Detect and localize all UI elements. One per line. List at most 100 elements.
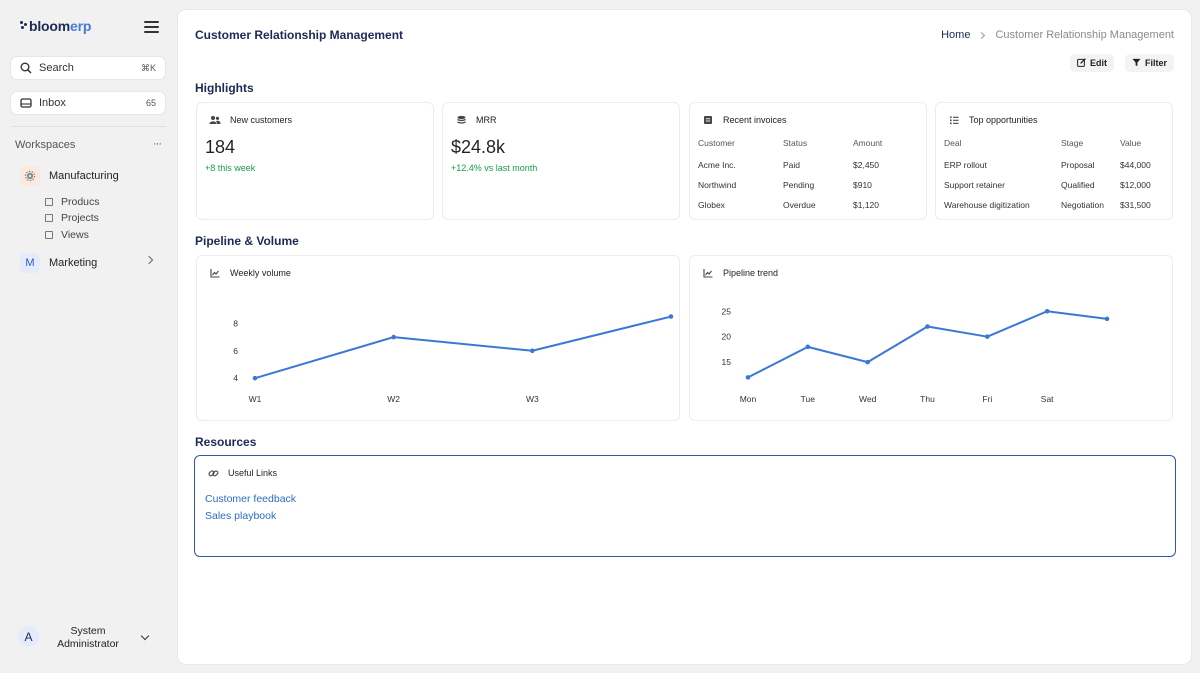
card-header: Pipeline trend xyxy=(702,267,778,279)
chevron-right-icon[interactable] xyxy=(144,255,154,265)
data-point xyxy=(1044,308,1050,314)
filter-icon xyxy=(1132,58,1141,69)
card-header: Weekly volume xyxy=(209,267,291,279)
column-header: Amount xyxy=(853,138,883,148)
search-button[interactable]: Search ⌘K xyxy=(11,57,165,79)
chevron-down-icon[interactable] xyxy=(140,631,150,641)
x-tick-label: Wed xyxy=(859,394,877,404)
y-tick-label: 6 xyxy=(233,346,238,356)
sidebar-subitem-label: Producs xyxy=(61,196,100,208)
sidebar-subitem-views[interactable]: Views xyxy=(45,229,89,241)
sidebar-subitem-producs[interactable]: Producs xyxy=(45,196,100,208)
user-name: System Administrator xyxy=(57,625,119,650)
table-row[interactable]: Northwind Pending $910 xyxy=(698,175,913,195)
table-header-row: Deal Stage Value xyxy=(944,137,1170,149)
x-tick-label: W3 xyxy=(526,394,539,404)
y-tick-label: 15 xyxy=(722,357,732,367)
data-point xyxy=(745,375,751,380)
opportunities-table: Deal Stage Value ERP rollout Proposal $4… xyxy=(944,137,1170,215)
link-customer-feedback[interactable]: Customer feedback xyxy=(205,493,297,505)
table-cell: $12,000 xyxy=(1120,180,1151,190)
sidebar-subitem-label: Projects xyxy=(61,212,99,224)
table-row[interactable]: Support retainer Qualified $12,000 xyxy=(944,175,1170,195)
page-title: Customer Relationship Management xyxy=(195,28,404,42)
invoice-icon xyxy=(702,114,714,126)
table-cell: $31,500 xyxy=(1120,200,1151,210)
inbox-button[interactable]: Inbox 65 xyxy=(11,92,165,114)
invoices-table: Customer Status Amount Acme Inc. Paid $2… xyxy=(698,137,913,215)
x-tick-label: Thu xyxy=(920,394,935,404)
section-title-resources: Resources xyxy=(195,435,257,449)
data-point xyxy=(530,348,535,354)
y-tick-label: 8 xyxy=(233,318,238,328)
search-label: Search xyxy=(39,62,74,74)
table-row[interactable]: ERP rollout Proposal $44,000 xyxy=(944,155,1170,175)
column-header: Value xyxy=(1120,138,1142,148)
filter-label: Filter xyxy=(1145,58,1168,68)
card-new-customers: New customers 184 +8 this week xyxy=(196,102,434,220)
logo-dots-icon xyxy=(20,21,28,31)
pipeline-trend-chart: 15 20 25 Mon Tue Wed Thu Fri Sat xyxy=(722,306,1110,404)
card-title: Top opportunities xyxy=(969,115,1038,125)
kpi-delta: +12.4% vs last month xyxy=(451,163,538,173)
table-cell: Support retainer xyxy=(944,180,1005,190)
breadcrumb-current: Customer Relationship Management xyxy=(995,29,1174,41)
sidebar: bloom erp Search ⌘K Inbox 65 Workspaces ·… xyxy=(0,0,177,673)
links-list: Customer feedback Sales playbook xyxy=(205,491,296,525)
table-cell: $1,120 xyxy=(853,200,879,210)
chart-title: Pipeline trend xyxy=(723,268,779,278)
sidebar-item-label: Marketing xyxy=(49,257,98,269)
sidebar-subitem-projects[interactable]: Projects xyxy=(45,212,99,224)
edit-button[interactable]: Edit xyxy=(1070,54,1114,72)
edit-icon xyxy=(1077,57,1086,69)
card-top-opportunities: Top opportunities Deal Stage Value ERP r… xyxy=(935,102,1173,220)
x-tick-label: W2 xyxy=(387,394,400,404)
table-row[interactable]: Acme Inc. Paid $2,450 xyxy=(698,155,913,175)
card-header: Useful Links xyxy=(207,467,277,479)
logo-accent-text: erp xyxy=(70,18,92,34)
hourglass-icon xyxy=(45,214,53,222)
link-sales-playbook[interactable]: Sales playbook xyxy=(205,510,277,522)
data-point xyxy=(391,334,396,340)
sidebar-item-manufacturing[interactable]: Manufacturing xyxy=(20,166,119,186)
table-row[interactable]: Warehouse digitization Negotiation $31,5… xyxy=(944,195,1170,215)
logo-text: bloom xyxy=(29,18,70,34)
inbox-icon xyxy=(20,97,32,109)
data-point xyxy=(805,344,811,350)
card-title: Recent invoices xyxy=(723,115,787,125)
table-cell: Pending xyxy=(783,180,815,190)
sidebar-subitem-label: Views xyxy=(61,229,89,241)
app-logo[interactable]: bloom erp xyxy=(20,18,91,34)
data-point xyxy=(668,314,674,319)
user-menu[interactable]: A System Administrator xyxy=(18,625,119,650)
breadcrumb-home[interactable]: Home xyxy=(941,29,971,41)
card-pipeline-trend: Pipeline trend 15 20 25 Mon Tue Wed Thu Fri Sat xyxy=(689,255,1173,421)
sidebar-item-marketing[interactable]: M Marketing xyxy=(20,253,97,273)
data-point xyxy=(1104,316,1110,322)
table-cell: $44,000 xyxy=(1120,160,1151,170)
table-cell: $910 xyxy=(853,180,872,190)
card-header: MRR xyxy=(455,114,497,126)
main-panel: Customer Relationship Management Home Cu… xyxy=(178,10,1191,664)
gear-icon xyxy=(20,166,40,186)
workspaces-more-button[interactable]: ··· xyxy=(153,138,162,150)
sidebar-item-label: Manufacturing xyxy=(49,170,119,182)
column-header: Deal xyxy=(944,138,962,148)
table-cell: Northwind xyxy=(698,180,737,190)
table-cell: ERP rollout xyxy=(944,160,987,170)
x-tick-label: Sat xyxy=(1041,394,1054,404)
filter-button[interactable]: Filter xyxy=(1125,54,1175,72)
menu-toggle-icon[interactable] xyxy=(144,21,159,33)
workspace-initial: M xyxy=(20,253,40,273)
column-header: Customer xyxy=(698,138,735,148)
card-useful-links: Useful Links Customer feedback Sales pla… xyxy=(194,455,1176,557)
sidebar-divider xyxy=(11,126,166,127)
table-cell: Globex xyxy=(698,200,725,210)
data-point xyxy=(865,359,870,365)
search-shortcut: ⌘K xyxy=(140,62,156,73)
y-tick-label: 4 xyxy=(233,373,238,383)
y-tick-label: 25 xyxy=(722,306,732,316)
x-tick-label: Mon xyxy=(740,394,757,404)
column-header: Stage xyxy=(1061,138,1084,148)
table-row[interactable]: Globex Overdue $1,120 xyxy=(698,195,913,215)
